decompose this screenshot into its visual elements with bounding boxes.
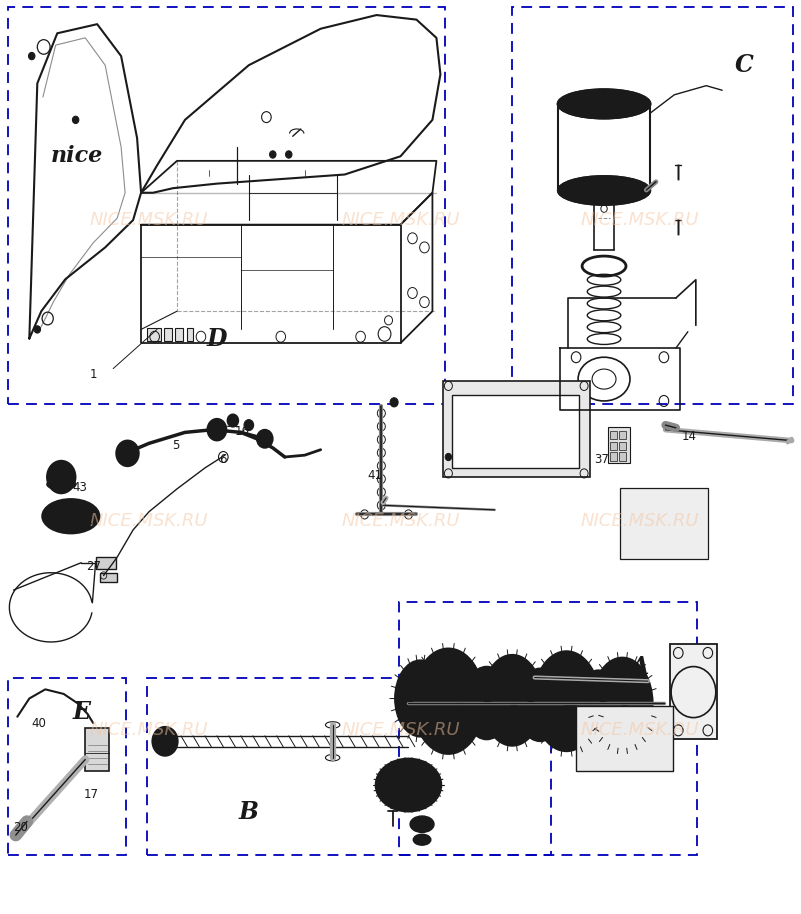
Text: B: B: [239, 801, 259, 824]
Bar: [619, 430, 626, 439]
Circle shape: [390, 398, 398, 407]
Text: 27: 27: [86, 560, 101, 573]
Bar: [399, 602, 698, 856]
Bar: [164, 327, 172, 341]
Text: 37: 37: [594, 453, 609, 466]
Text: 5: 5: [171, 439, 179, 452]
Ellipse shape: [413, 834, 431, 845]
Text: NICE.MSK.RU: NICE.MSK.RU: [90, 512, 208, 530]
Bar: [187, 327, 193, 341]
Bar: [147, 327, 161, 341]
Circle shape: [581, 412, 587, 420]
Circle shape: [72, 116, 78, 123]
Bar: [610, 441, 617, 450]
Ellipse shape: [410, 816, 434, 833]
Circle shape: [207, 419, 227, 441]
Bar: [95, 558, 116, 569]
Circle shape: [445, 453, 452, 461]
Ellipse shape: [497, 675, 528, 726]
Text: NICE.MSK.RU: NICE.MSK.RU: [341, 721, 460, 739]
Bar: [619, 452, 626, 461]
Circle shape: [152, 727, 178, 756]
Ellipse shape: [431, 674, 466, 728]
Circle shape: [213, 425, 221, 434]
Circle shape: [34, 325, 41, 333]
Ellipse shape: [533, 651, 600, 751]
Text: 40: 40: [31, 717, 46, 729]
Bar: [610, 430, 617, 439]
Text: nice: nice: [51, 145, 103, 167]
Bar: [8, 7, 445, 404]
Text: 43: 43: [72, 481, 87, 494]
Text: NICE.MSK.RU: NICE.MSK.RU: [90, 721, 208, 739]
Text: 20: 20: [13, 822, 28, 834]
Ellipse shape: [587, 686, 610, 723]
Bar: [610, 452, 617, 461]
Bar: [8, 677, 126, 856]
Ellipse shape: [528, 685, 552, 725]
Ellipse shape: [376, 759, 441, 812]
Text: 17: 17: [84, 788, 99, 801]
Circle shape: [29, 52, 35, 59]
Circle shape: [244, 420, 254, 430]
Text: D: D: [207, 326, 227, 351]
Bar: [608, 427, 630, 463]
Bar: [513, 7, 793, 404]
Text: 1: 1: [90, 368, 97, 381]
Text: NICE.MSK.RU: NICE.MSK.RU: [90, 211, 208, 229]
Ellipse shape: [557, 175, 650, 205]
Bar: [620, 488, 708, 559]
Text: NICE.MSK.RU: NICE.MSK.RU: [581, 721, 699, 739]
Text: A: A: [630, 654, 649, 678]
Text: E: E: [72, 700, 91, 724]
Text: 52: 52: [224, 417, 239, 430]
Ellipse shape: [42, 499, 99, 534]
Circle shape: [47, 461, 75, 494]
Text: 14: 14: [682, 430, 697, 442]
Ellipse shape: [463, 666, 511, 739]
Bar: [619, 441, 626, 450]
Ellipse shape: [557, 90, 650, 119]
Text: 6: 6: [219, 453, 227, 466]
Bar: [99, 573, 117, 582]
Bar: [576, 706, 674, 771]
Text: NICE.MSK.RU: NICE.MSK.RU: [581, 211, 699, 229]
Ellipse shape: [592, 657, 653, 749]
Text: NICE.MSK.RU: NICE.MSK.RU: [341, 512, 460, 530]
Ellipse shape: [607, 679, 638, 727]
Ellipse shape: [413, 648, 485, 754]
Bar: [85, 728, 109, 771]
Ellipse shape: [406, 675, 435, 721]
Circle shape: [116, 441, 139, 466]
Bar: [670, 643, 717, 739]
Text: 16: 16: [235, 425, 250, 438]
Bar: [147, 677, 550, 856]
Ellipse shape: [474, 683, 500, 723]
Text: 41: 41: [368, 469, 382, 482]
Circle shape: [270, 151, 276, 158]
Text: NICE.MSK.RU: NICE.MSK.RU: [341, 211, 460, 229]
Circle shape: [285, 151, 292, 158]
Circle shape: [521, 393, 529, 402]
Bar: [175, 327, 183, 341]
Circle shape: [227, 414, 239, 427]
Text: C: C: [735, 53, 753, 77]
Ellipse shape: [395, 660, 446, 737]
Text: NICE.MSK.RU: NICE.MSK.RU: [581, 512, 699, 530]
Ellipse shape: [576, 670, 621, 739]
Ellipse shape: [47, 479, 75, 490]
Text: nice: nice: [60, 513, 75, 521]
Circle shape: [257, 430, 273, 448]
Bar: [443, 381, 590, 477]
Ellipse shape: [550, 675, 582, 727]
Ellipse shape: [482, 654, 542, 746]
Ellipse shape: [516, 668, 564, 741]
Circle shape: [262, 435, 268, 442]
Bar: [453, 395, 578, 468]
Text: 42: 42: [78, 515, 94, 527]
Ellipse shape: [400, 778, 417, 792]
